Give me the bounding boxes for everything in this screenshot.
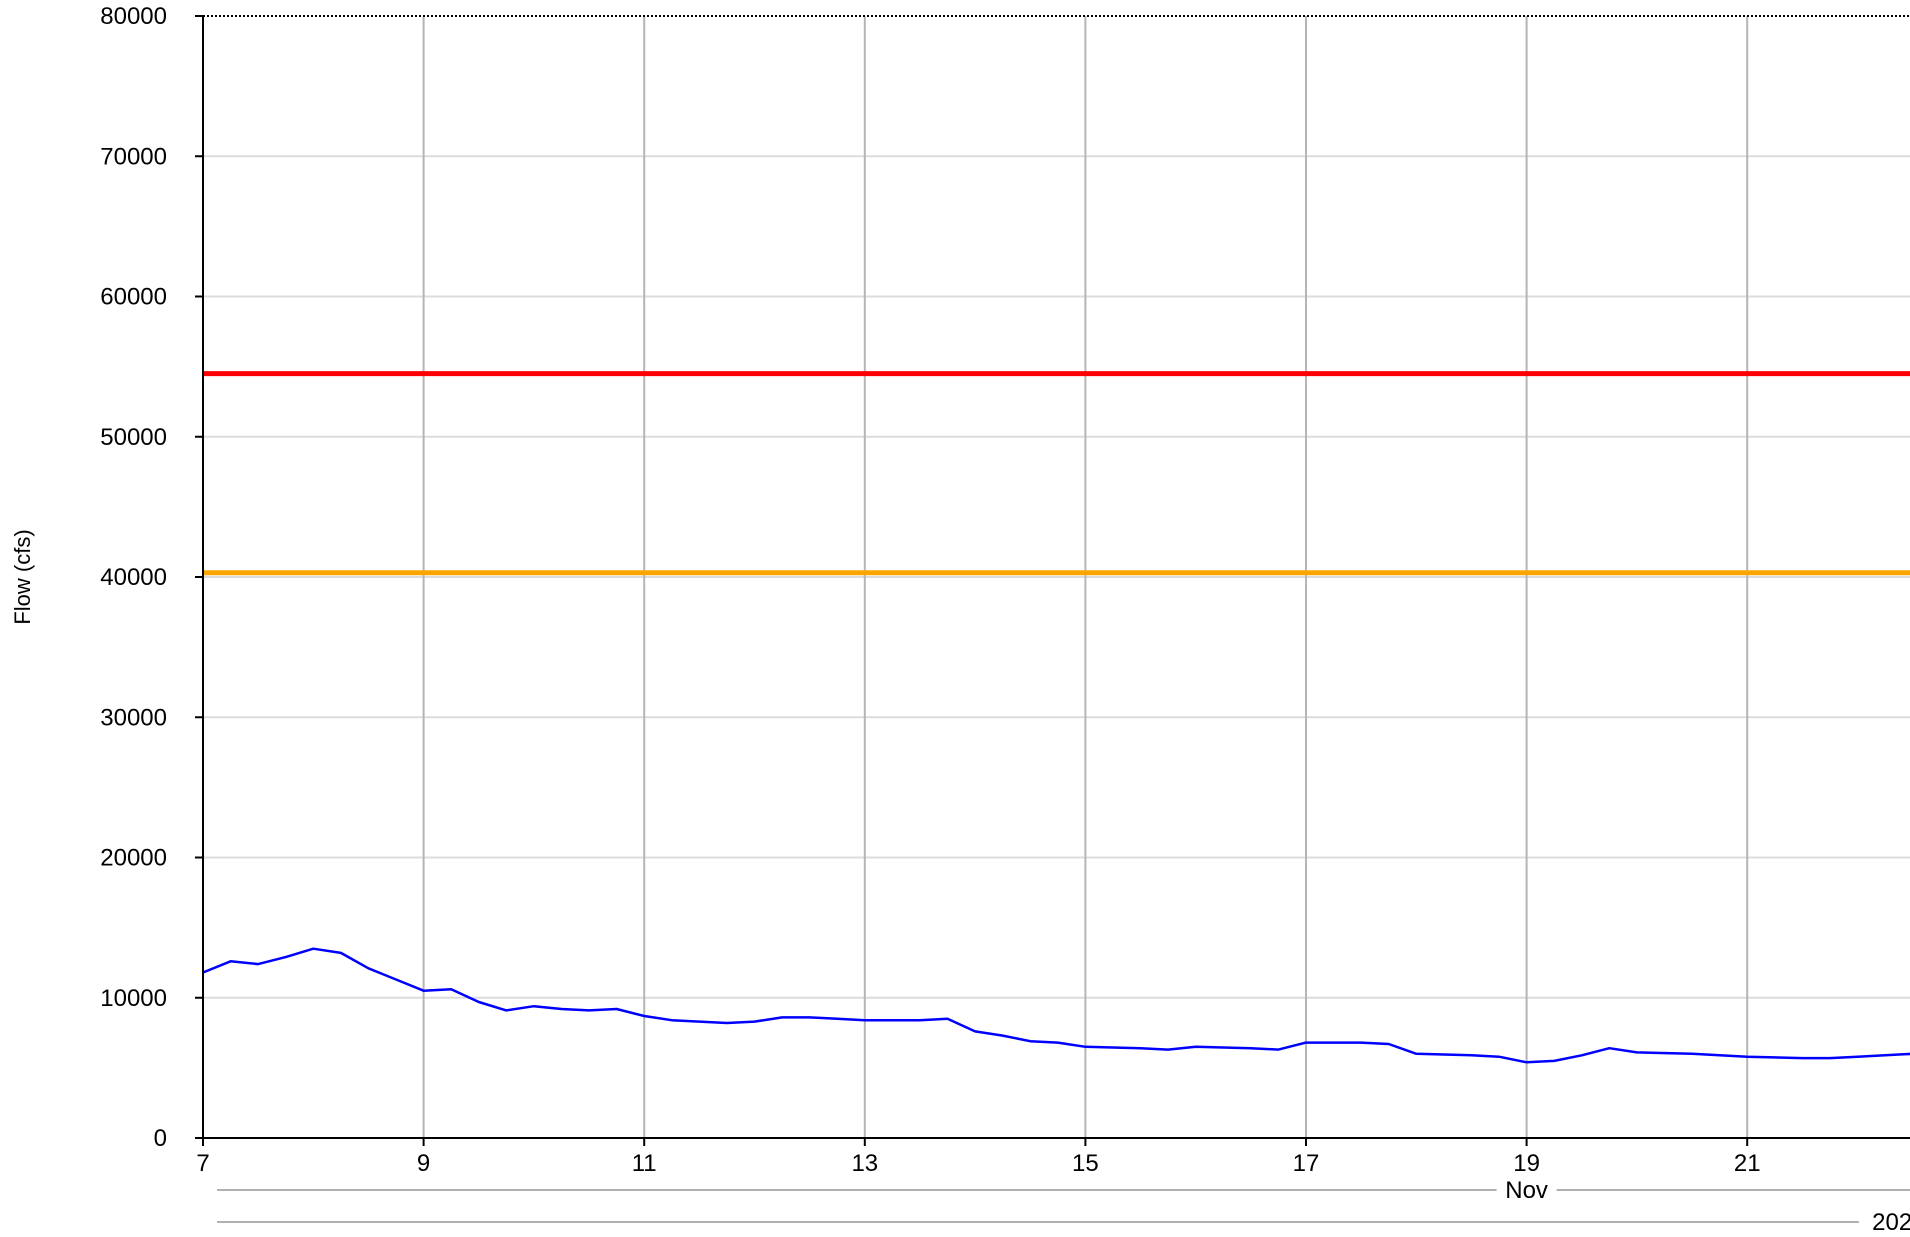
x-tick-label: 19 [1513,1150,1540,1177]
y-tick-label: 70000 [100,143,167,170]
period-axis: NovDec2023 [217,1177,1910,1236]
y-tick-label: 0 [154,1125,167,1152]
x-tick-label: 13 [851,1150,878,1177]
y-gridlines [203,155,1910,999]
reference-lines [203,371,1910,576]
year-label: 2023 [1872,1209,1910,1236]
x-tick-labels: 79111315171921232527291357 [196,1138,1761,1177]
x-tick-label: 15 [1072,1150,1099,1177]
x-gridlines [202,16,1749,1138]
y-tick-label: 80000 [100,3,167,30]
y-tick-label: 50000 [100,424,167,451]
x-tick-label: 17 [1293,1150,1320,1177]
x-tick-label: 11 [632,1150,657,1177]
y-tick-label: 20000 [100,845,167,872]
y-tick-label: 10000 [100,985,167,1012]
x-tick-label: 21 [1734,1150,1761,1177]
series-layer [202,947,1910,1064]
y-tick-labels: 0 10000 20000 30000 40000 50000 60000 70000 8000… [100,3,203,1152]
y-tick-label: 60000 [100,284,167,311]
y-tick-label: 30000 [100,704,167,731]
y-tick-label: 40000 [100,564,167,591]
x-tick-label: 9 [417,1150,430,1177]
y-axis-title: Flow (cfs) [10,529,35,624]
x-tick-label: 7 [196,1150,209,1177]
flow-series-line [202,947,1910,1064]
month-label: Nov [1505,1177,1548,1204]
